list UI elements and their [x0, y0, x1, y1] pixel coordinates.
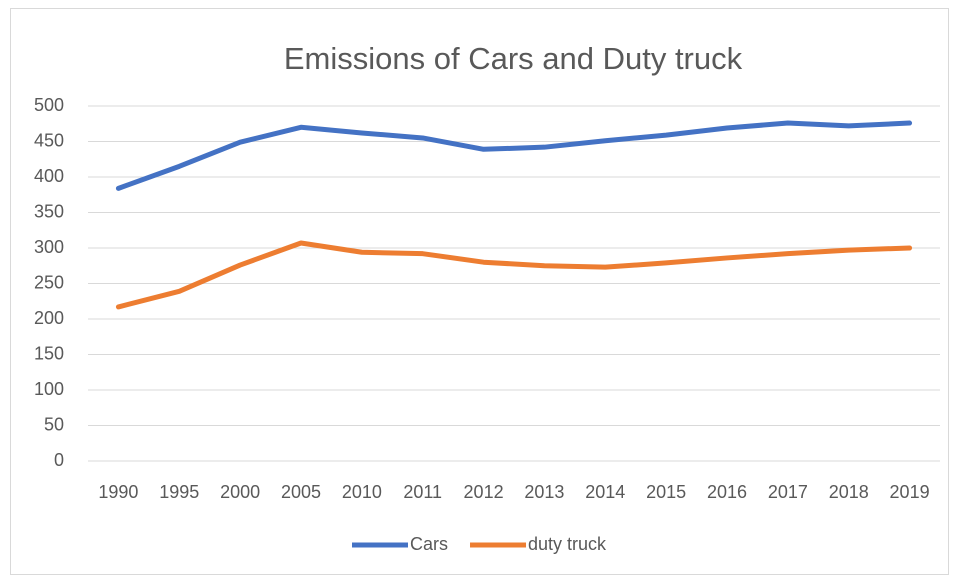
series-line — [115, 120, 913, 191]
x-tick-label: 2017 — [768, 482, 808, 502]
chart-title: Emissions of Cars and Duty truck — [284, 41, 743, 76]
x-tick-label: 2010 — [342, 482, 382, 502]
x-tick-label: 2012 — [464, 482, 504, 502]
x-tick-label: 2000 — [220, 482, 260, 502]
y-tick-label: 250 — [34, 272, 64, 292]
y-tick-label: 400 — [34, 166, 64, 186]
x-tick-label: 2016 — [707, 482, 747, 502]
x-tick-label: 2013 — [524, 482, 564, 502]
x-tick-label: 1995 — [159, 482, 199, 502]
legend-label: Cars — [410, 534, 448, 554]
x-tick-label: 2018 — [829, 482, 869, 502]
y-tick-label: 450 — [34, 130, 64, 150]
chart-border — [10, 8, 949, 575]
y-tick-label: 0 — [54, 450, 64, 470]
x-tick-label: 1990 — [98, 482, 138, 502]
y-tick-label: 100 — [34, 379, 64, 399]
x-tick-label: 2014 — [585, 482, 625, 502]
y-tick-label: 300 — [34, 237, 64, 257]
x-tick-label: 2019 — [890, 482, 930, 502]
x-tick-label: 2005 — [281, 482, 321, 502]
x-tick-label: 2015 — [646, 482, 686, 502]
y-tick-label: 150 — [34, 343, 64, 363]
series-line — [115, 240, 913, 310]
x-tick-label: 2011 — [403, 482, 442, 502]
y-tick-label: 200 — [34, 308, 64, 328]
legend-label: duty truck — [528, 534, 607, 554]
y-tick-label: 350 — [34, 201, 64, 221]
y-tick-label: 500 — [34, 95, 64, 115]
y-tick-label: 50 — [44, 414, 64, 434]
